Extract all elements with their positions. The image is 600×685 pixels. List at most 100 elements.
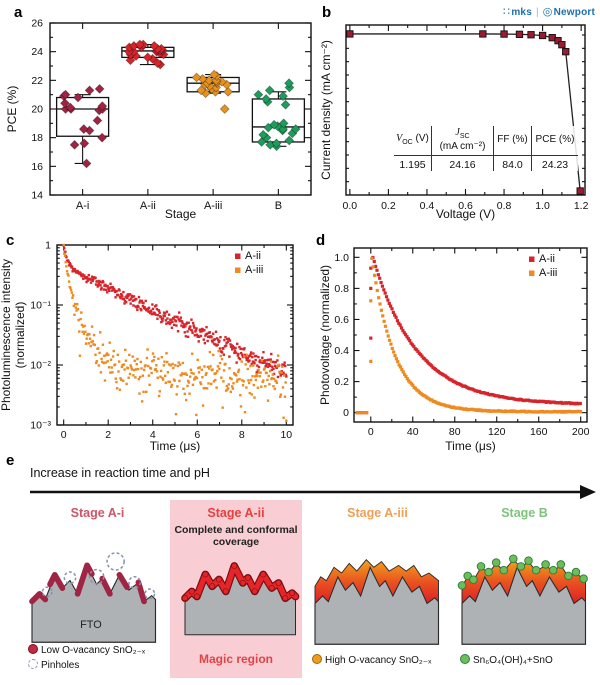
svg-text:0: 0 [343, 407, 349, 419]
svg-text:0: 0 [368, 426, 374, 438]
legend-high-o-vacancy: High O-vacancy SnO₂₋ₓ [312, 654, 431, 666]
svg-text:0.8: 0.8 [334, 283, 349, 295]
svg-text:Current density (mA cm⁻²): Current density (mA cm⁻²) [319, 40, 333, 180]
stage-ai-drawing: FTO [29, 552, 157, 643]
high-o-vacancy-swatch [312, 654, 322, 664]
legend-sn6o4-sno: Sn₆O₄(OH)₄+SnO [460, 654, 553, 666]
ff-header: FF (%) [494, 126, 532, 156]
svg-text:A-ii: A-ii [140, 200, 156, 212]
svg-text:14: 14 [31, 190, 43, 202]
svg-text:80: 80 [449, 426, 461, 438]
svg-text:20: 20 [31, 104, 43, 116]
svg-text:Photoluminescence intensity: Photoluminescence intensity [0, 259, 13, 411]
svg-text:1.2: 1.2 [574, 200, 589, 212]
svg-text:0.0: 0.0 [343, 200, 358, 212]
svg-text:A-i: A-i [76, 200, 89, 212]
panel-a-boxplot-chart: 14 16 18 20 22 24 26 A-i A-ii A-iii B Stage PCE (%) [5, 18, 312, 221]
svg-text:Photovoltage (normalized): Photovoltage (normalized) [318, 265, 332, 405]
newport-logo-mark: ◎ [542, 6, 553, 18]
svg-text:A-iii: A-iii [539, 267, 557, 279]
svg-text:8: 8 [239, 429, 245, 441]
svg-text:1.0: 1.0 [535, 200, 550, 212]
svg-text:0.6: 0.6 [458, 200, 473, 212]
svg-text:26: 26 [31, 18, 43, 30]
svg-text:22: 22 [31, 75, 43, 87]
panel-b-jv-chart: 0.0 0.2 0.4 0.6 0.8 1.0 1.2 Voltage (V) Current … [319, 24, 589, 221]
svg-text:40: 40 [407, 426, 419, 438]
pce-value: 24.23 [541, 158, 569, 171]
stage-aiii-title: Stage A-iii [347, 506, 408, 520]
stage-aii-title: Stage A-ii [207, 506, 265, 520]
legend-pinholes: Pinholes [28, 659, 79, 671]
svg-text:4: 4 [150, 429, 156, 441]
logo-separator: | [535, 7, 539, 18]
svg-text:0.8: 0.8 [497, 200, 512, 212]
svg-text:18: 18 [31, 132, 43, 144]
stage-aiii-drawing [314, 559, 440, 645]
svg-text:Time (μs): Time (μs) [150, 439, 200, 453]
panel-label-c: c [6, 232, 15, 249]
svg-text:160: 160 [530, 426, 548, 438]
reaction-arrow-title: Increase in reaction time and pH [30, 466, 210, 480]
magic-region-label: Magic region [198, 652, 273, 666]
svg-text:2: 2 [105, 429, 111, 441]
low-o-vacancy-coating [29, 562, 147, 605]
coating-bumps [181, 562, 296, 602]
stage-aii-drawing [181, 562, 296, 636]
svg-text:10⁻¹: 10⁻¹ [30, 300, 51, 312]
stage-aii-subtitle: Complete and conformal coverage [174, 524, 298, 549]
jsc-value: 24.16 [432, 155, 494, 171]
svg-text:10⁻²: 10⁻² [30, 360, 51, 372]
svg-text:Voltage (V): Voltage (V) [436, 207, 495, 221]
panel-d-photovoltage-chart: 0 40 80 120 160 200 0 0.2 0.4 0.6 0.8 1.0 Time (μs) P… [318, 247, 590, 453]
fto-label: FTO [80, 619, 102, 631]
panel-label-b: b [322, 4, 332, 21]
mks-logo-mark: ∷ [503, 6, 511, 18]
panel-label-e: e [6, 452, 15, 469]
svg-text:0: 0 [61, 429, 67, 441]
instrument-logos: ∷mks | ◎Newport [420, 5, 595, 18]
svg-text:10⁻³: 10⁻³ [30, 420, 51, 432]
svg-text:PCE (%): PCE (%) [5, 86, 19, 133]
sn6o4-particles [457, 554, 588, 590]
legend-low-o-vacancy: Low O-vacancy SnO₂₋ₓ [28, 644, 145, 656]
jv-parameters-table: VOC (V) JSC (mA cm⁻²) FF (%) PCE (%) 1.19… [394, 126, 578, 171]
ff-value: 84.0 [494, 155, 532, 171]
svg-text:24: 24 [31, 46, 43, 58]
svg-text:6: 6 [194, 429, 200, 441]
svg-text:0.4: 0.4 [420, 200, 435, 212]
svg-text:B: B [275, 200, 282, 212]
svg-text:16: 16 [31, 161, 43, 173]
pinhole-swatch [28, 659, 38, 669]
svg-text:120: 120 [488, 426, 506, 438]
svg-text:0.2: 0.2 [334, 376, 349, 388]
svg-text:(normalized): (normalized) [13, 302, 27, 369]
voc-value: 1.195 [394, 155, 432, 171]
panel-c-pl-decay-chart: 1 10⁻¹ 10⁻² 10⁻³ 0 2 4 6 8 10 Time (μs) Photolumine… [0, 240, 294, 453]
svg-text:0.4: 0.4 [334, 345, 349, 357]
voc-header: VOC (V) [394, 126, 432, 156]
svg-text:A-ii: A-ii [245, 250, 261, 262]
svg-text:Time (μs): Time (μs) [445, 439, 495, 453]
svg-text:200: 200 [572, 426, 590, 438]
pinholes [41, 552, 156, 600]
panel-e-schematic: FTO [29, 485, 596, 645]
stage-ai-title: Stage A-i [70, 506, 125, 520]
low-o-vacancy-swatch [28, 644, 38, 654]
svg-text:1.0: 1.0 [334, 252, 349, 264]
reaction-arrow [30, 485, 596, 499]
svg-text:1: 1 [45, 240, 51, 252]
svg-text:0.6: 0.6 [334, 314, 349, 326]
panel-label-d: d [316, 232, 326, 249]
svg-text:A-ii: A-ii [539, 253, 555, 265]
svg-text:0.2: 0.2 [381, 200, 396, 212]
svg-text:10: 10 [280, 429, 292, 441]
svg-text:A-iii: A-iii [245, 264, 263, 276]
jsc-header: JSC (mA cm⁻²) [432, 126, 494, 156]
mks-logo: ∷mks [503, 6, 532, 18]
stage-b-drawing [457, 554, 588, 645]
sn6o4-swatch [460, 654, 470, 664]
panel-label-a: a [14, 4, 23, 21]
newport-logo: ◎Newport [542, 6, 595, 18]
